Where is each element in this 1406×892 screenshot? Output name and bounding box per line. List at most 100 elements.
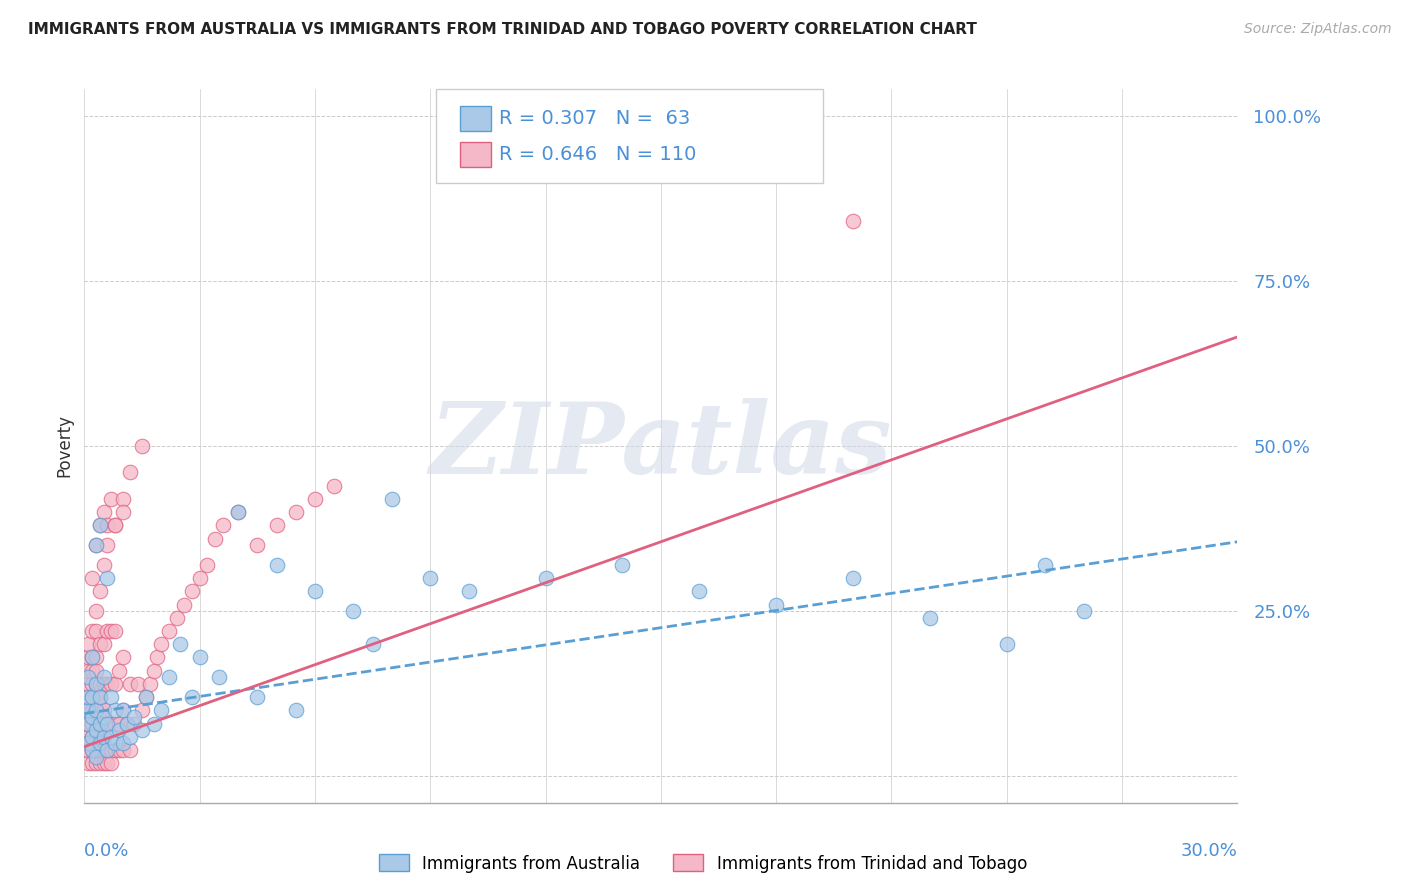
Point	[173, 598, 195, 612]
Point	[80, 677, 103, 691]
Point	[111, 703, 134, 717]
Point	[104, 703, 127, 717]
Point	[89, 716, 111, 731]
Text: 30.0%: 30.0%	[1181, 842, 1237, 860]
Point	[104, 736, 127, 750]
Point	[93, 743, 115, 757]
Text: IMMIGRANTS FROM AUSTRALIA VS IMMIGRANTS FROM TRINIDAD AND TOBAGO POVERTY CORRELA: IMMIGRANTS FROM AUSTRALIA VS IMMIGRANTS …	[28, 22, 977, 37]
Point	[111, 491, 134, 506]
Point	[226, 505, 249, 519]
Point	[93, 710, 115, 724]
Point	[96, 518, 118, 533]
Text: R = 0.646   N = 110: R = 0.646 N = 110	[499, 145, 696, 164]
Point	[127, 677, 149, 691]
Point	[84, 749, 107, 764]
Point	[100, 756, 122, 771]
Point	[80, 743, 103, 757]
Point	[108, 723, 131, 738]
Point	[89, 677, 111, 691]
Point	[115, 716, 138, 731]
Point	[93, 677, 115, 691]
Point	[150, 637, 173, 651]
Point	[135, 690, 157, 704]
Point	[120, 730, 142, 744]
Y-axis label: Poverty: Poverty	[55, 415, 73, 477]
Point	[89, 703, 111, 717]
Point	[304, 491, 326, 506]
Point	[100, 491, 122, 506]
Point	[1033, 558, 1056, 572]
Point	[135, 690, 157, 704]
Point	[246, 690, 269, 704]
Point	[157, 624, 180, 638]
Point	[93, 558, 115, 572]
Point	[96, 716, 118, 731]
Point	[96, 571, 118, 585]
Point	[111, 505, 134, 519]
Point	[77, 736, 100, 750]
Point	[226, 505, 249, 519]
Point	[80, 710, 103, 724]
Point	[131, 723, 153, 738]
Point	[188, 650, 211, 665]
Point	[104, 677, 127, 691]
Point	[111, 736, 134, 750]
Point	[104, 518, 127, 533]
Point	[104, 624, 127, 638]
Point	[80, 690, 103, 704]
Point	[77, 716, 100, 731]
Point	[84, 730, 107, 744]
Point	[100, 730, 122, 744]
Point	[96, 756, 118, 771]
Point	[131, 703, 153, 717]
Point	[419, 571, 441, 585]
Point	[77, 716, 100, 731]
Point	[80, 703, 103, 717]
Point	[93, 703, 115, 717]
Point	[84, 756, 107, 771]
Point	[80, 730, 103, 744]
Point	[104, 716, 127, 731]
Point	[77, 670, 100, 684]
Point	[100, 677, 122, 691]
Point	[77, 703, 100, 717]
Point	[765, 598, 787, 612]
Point	[93, 637, 115, 651]
Point	[96, 743, 118, 757]
Point	[77, 730, 100, 744]
Point	[124, 716, 146, 731]
Point	[138, 677, 160, 691]
Point	[304, 584, 326, 599]
Point	[124, 710, 146, 724]
Text: ZIPatlas: ZIPatlas	[430, 398, 891, 494]
Point	[80, 624, 103, 638]
Point	[342, 604, 364, 618]
Point	[211, 518, 233, 533]
Point	[77, 637, 100, 651]
Point	[284, 505, 307, 519]
Point	[77, 677, 100, 691]
Point	[100, 624, 122, 638]
Point	[104, 518, 127, 533]
Point	[361, 637, 384, 651]
Point	[84, 677, 107, 691]
Point	[381, 491, 404, 506]
Point	[93, 756, 115, 771]
Point	[80, 743, 103, 757]
Point	[181, 690, 204, 704]
Point	[80, 650, 103, 665]
Point	[204, 532, 226, 546]
Point	[208, 670, 231, 684]
Point	[115, 716, 138, 731]
Point	[80, 664, 103, 678]
Point	[96, 624, 118, 638]
Point	[84, 538, 107, 552]
Point	[166, 611, 188, 625]
Point	[89, 518, 111, 533]
Point	[120, 466, 142, 480]
Point	[77, 756, 100, 771]
Point	[84, 624, 107, 638]
Point	[84, 716, 107, 731]
Text: 0.0%: 0.0%	[84, 842, 129, 860]
Point	[842, 571, 865, 585]
